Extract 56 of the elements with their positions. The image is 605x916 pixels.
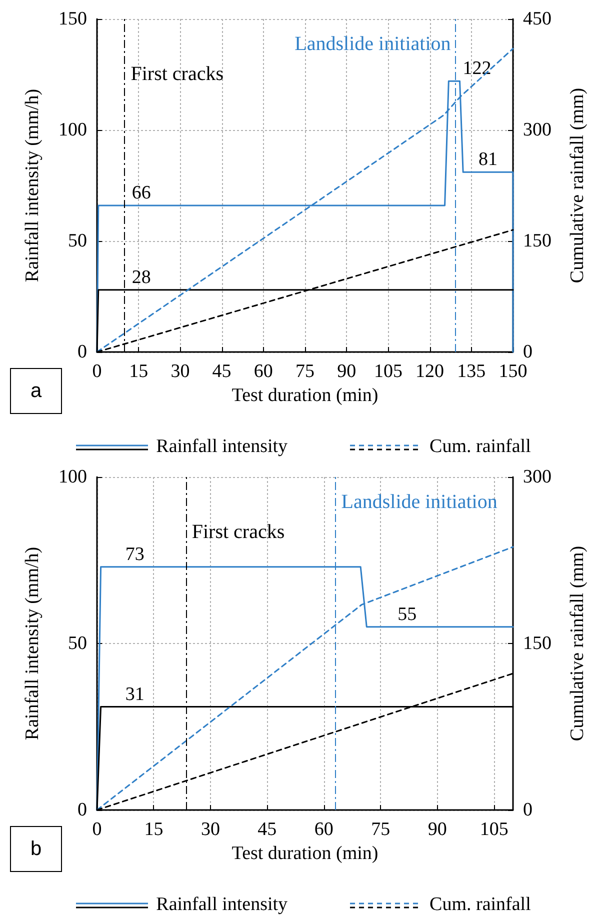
x-tick-label: 60 <box>314 819 334 840</box>
y-tick-label: 50 <box>68 230 87 252</box>
ref-line-label: Landslide initiation <box>294 33 451 55</box>
legend-label: Cum. rainfall <box>430 436 531 458</box>
x-tick-label: 0 <box>92 361 102 382</box>
y2-axis-title: Cumulative rainfall (mm) <box>567 88 588 284</box>
annotation: 66 <box>132 182 151 204</box>
annotation: 73 <box>125 544 144 565</box>
text: a <box>10 368 62 414</box>
legend-label: Rainfall intensity <box>156 436 288 458</box>
ref-line-label: First cracks <box>192 521 285 543</box>
y-tick-label: 100 <box>58 466 87 488</box>
y-tick-label: 150 <box>58 8 87 30</box>
y2-tick-label: 300 <box>523 466 552 488</box>
y2-tick-label: 150 <box>523 230 552 252</box>
annotation: 122 <box>462 58 492 80</box>
annotation: 55 <box>398 604 417 625</box>
x-tick-label: 105 <box>374 361 402 382</box>
annotation: 81 <box>478 149 498 170</box>
x-tick-label: 45 <box>212 361 232 382</box>
x-axis-title: Test duration (min) <box>232 384 378 406</box>
x-axis-title: Test duration (min) <box>232 842 378 864</box>
x-tick-label: 15 <box>129 361 148 382</box>
y2-tick-label: 450 <box>523 8 552 30</box>
ref-line-label: Landslide initiation <box>341 491 498 513</box>
x-tick-label: 75 <box>296 361 314 382</box>
legend-label: Rainfall intensity <box>156 894 288 916</box>
y2-axis-title: Cumulative rainfall (mm) <box>567 546 588 742</box>
y2-tick-label: 0 <box>523 800 532 820</box>
y-tick-label: 0 <box>78 342 87 362</box>
y-axis-title: Rainfall intensity (mm/h) <box>22 546 43 740</box>
y2-tick-label: 0 <box>523 342 532 362</box>
x-tick-label: 0 <box>92 819 102 840</box>
y-tick-label: 100 <box>58 120 87 140</box>
x-tick-label: 30 <box>200 819 220 840</box>
x-tick-label: 15 <box>144 819 164 840</box>
ref-line-label: First cracks <box>130 63 224 85</box>
y2-tick-label: 300 <box>523 120 552 140</box>
x-tick-label: 75 <box>371 819 390 840</box>
x-tick-label: 45 <box>258 819 277 840</box>
x-tick-label: 120 <box>416 361 444 382</box>
text: b <box>10 826 62 872</box>
annotation: 31 <box>125 684 144 705</box>
legend-label: Cum. rainfall <box>430 894 531 916</box>
x-tick-label: 90 <box>337 361 356 382</box>
y-tick-label: 0 <box>78 800 87 820</box>
x-tick-label: 90 <box>428 819 447 840</box>
x-tick-label: 150 <box>498 361 528 382</box>
y2-tick-label: 150 <box>523 633 552 654</box>
y-axis-title: Rainfall intensity (mm/h) <box>22 88 43 282</box>
x-tick-label: 135 <box>457 361 486 382</box>
x-tick-label: 105 <box>480 819 508 840</box>
x-tick-label: 30 <box>170 361 190 382</box>
annotation: 28 <box>132 266 151 288</box>
x-tick-label: 60 <box>254 361 273 382</box>
y-tick-label: 50 <box>68 633 87 654</box>
